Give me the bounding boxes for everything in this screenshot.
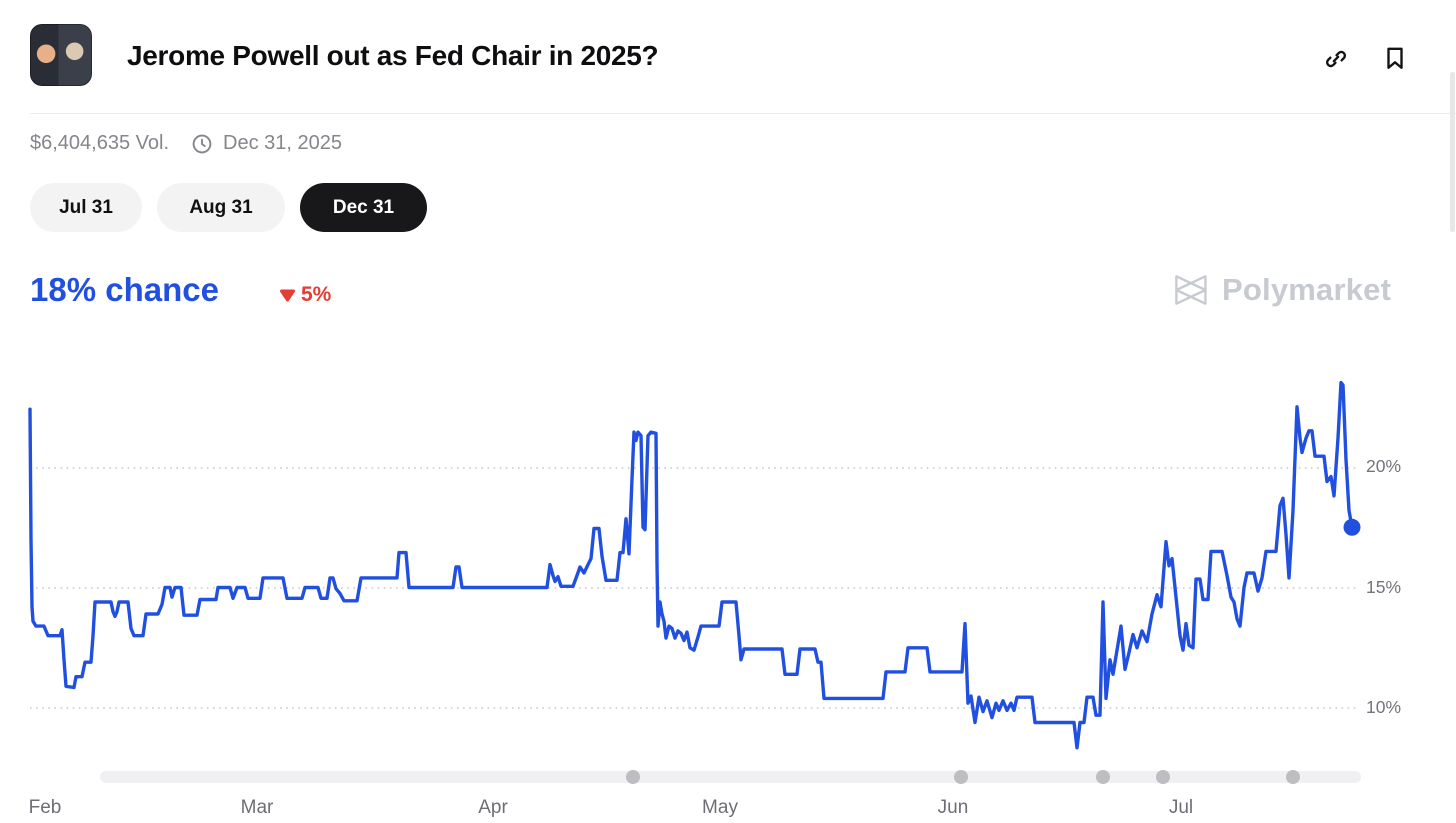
tab-aug-31[interactable]: Aug 31 xyxy=(157,183,285,232)
page-scrollbar[interactable] xyxy=(1450,72,1455,232)
slider-marker-dot xyxy=(1286,770,1300,784)
price-change-value: 5% xyxy=(301,283,332,306)
x-axis-label-jul: Jul xyxy=(1168,797,1194,818)
header-divider xyxy=(30,113,1456,114)
y-tick-20: 20% xyxy=(1366,456,1402,476)
slider-marker-dot xyxy=(954,770,968,784)
clock-icon xyxy=(191,133,213,155)
x-axis-label-mar: Mar xyxy=(240,797,274,818)
market-avatar xyxy=(30,24,92,86)
slider-marker-dot xyxy=(626,770,640,784)
down-triangle-icon xyxy=(280,289,295,301)
tab-dec-31-selected[interactable]: Dec 31 xyxy=(300,183,427,232)
market-title: Jerome Powell out as Fed Chair in 2025? xyxy=(127,40,659,71)
volume-label: $6,404,635 Vol. xyxy=(30,132,170,154)
y-tick-10: 10% xyxy=(1366,697,1402,717)
price-line[interactable] xyxy=(28,380,1354,750)
bookmark-icon[interactable] xyxy=(1382,45,1408,71)
current-price-dot xyxy=(1343,518,1361,536)
slider-marker-dot xyxy=(1096,770,1110,784)
x-axis-label-jun: Jun xyxy=(937,797,969,818)
polymarket-watermark: Polymarket xyxy=(1170,271,1391,309)
tab-jul-31[interactable]: Jul 31 xyxy=(30,183,142,232)
chance-value: 18% chance xyxy=(30,271,219,308)
polymarket-logo-icon xyxy=(1175,275,1207,305)
x-axis-label-feb: Feb xyxy=(28,797,62,818)
end-date-label: Dec 31, 2025 xyxy=(223,132,342,154)
polymarket-wordmark: Polymarket xyxy=(1222,272,1392,307)
x-axis-label-may: May xyxy=(702,797,738,818)
x-axis-label-apr: Apr xyxy=(478,797,508,818)
slider-marker-dot xyxy=(1156,770,1170,784)
timeline-slider[interactable] xyxy=(100,771,1361,783)
link-icon[interactable] xyxy=(1323,46,1349,72)
y-tick-15: 15% xyxy=(1366,577,1402,597)
price-change: 5% xyxy=(279,283,331,307)
